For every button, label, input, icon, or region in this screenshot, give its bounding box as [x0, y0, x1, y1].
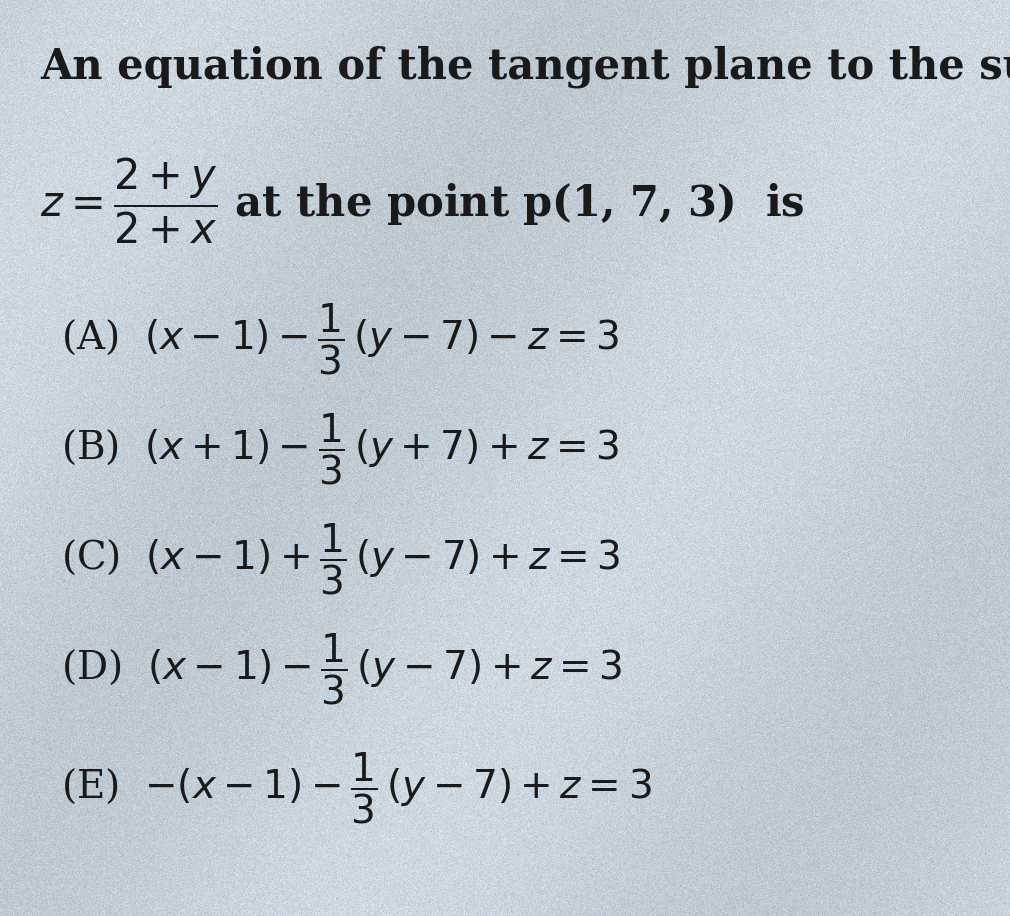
- Text: (C)  $(x-1) + \dfrac{1}{3}\,(y-7) + z = 3$: (C) $(x-1) + \dfrac{1}{3}\,(y-7) + z = 3…: [61, 522, 620, 597]
- Text: (E)  $-(x-1) - \dfrac{1}{3}\,(y-7) + z = 3$: (E) $-(x-1) - \dfrac{1}{3}\,(y-7) + z = …: [61, 751, 651, 826]
- Text: (A)  $(x-1) - \dfrac{1}{3}\,(y-7) - z = 3$: (A) $(x-1) - \dfrac{1}{3}\,(y-7) - z = 3…: [61, 302, 618, 377]
- Text: An equation of the tangent plane to the surface: An equation of the tangent plane to the …: [40, 46, 1010, 88]
- Text: (D)  $(x-1) - \dfrac{1}{3}\,(y-7) + z = 3$: (D) $(x-1) - \dfrac{1}{3}\,(y-7) + z = 3…: [61, 632, 621, 707]
- Text: (B)  $(x+1) - \dfrac{1}{3}\,(y+7) + z = 3$: (B) $(x+1) - \dfrac{1}{3}\,(y+7) + z = 3…: [61, 412, 619, 487]
- Text: $z = \dfrac{2+y}{2+x}$ at the point p(1, 7, 3)  is: $z = \dfrac{2+y}{2+x}$ at the point p(1,…: [40, 156, 805, 245]
